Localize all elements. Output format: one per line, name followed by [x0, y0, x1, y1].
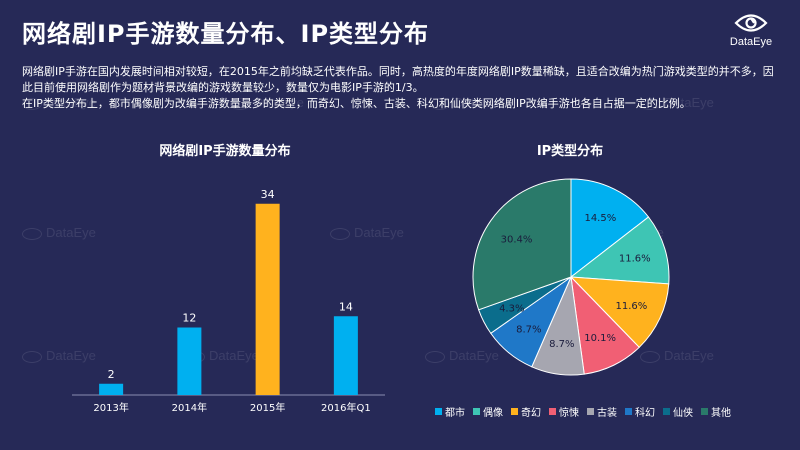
page-title: 网络剧IP手游数量分布、IP类型分布	[22, 20, 430, 48]
bar-value-label: 12	[182, 312, 196, 325]
bar-2	[255, 203, 280, 395]
pie-slice-1	[569, 216, 670, 285]
bar-value-label: 34	[261, 188, 275, 201]
bar-category-label: 2014年	[172, 401, 207, 414]
watermark-eye-icon	[330, 227, 350, 240]
pie-value-label: 14.5%	[584, 213, 616, 224]
bar-value-label: 2	[108, 368, 115, 381]
pie-value-label: 8.7%	[549, 339, 574, 350]
bar-category-label: 2013年	[93, 401, 128, 414]
bar-3	[333, 316, 358, 395]
dataeye-logo: DataEye	[716, 12, 786, 48]
watermark-eye-icon	[22, 227, 42, 240]
legend-item: 科幻	[625, 404, 655, 419]
description-line-1: 网络剧IP手游在国内发展时间相对较短，在2015年之前均缺乏代表作品。同时，高热…	[22, 65, 774, 94]
pie-chart: 14.5% 11.6% 11.6% 10.1% 8.7% 8.7% 4.3% 30.4%	[472, 178, 670, 376]
bar-value-label: 14	[339, 300, 353, 313]
pie-value-label: 30.4%	[501, 235, 533, 246]
bar-0	[99, 383, 124, 395]
watermark: DataEye	[430, 95, 504, 110]
bar-chart: 2 2013年 12 2014年 34 2015年 14 2016年Q1	[72, 188, 385, 414]
bar-chart-title: 网络剧IP手游数量分布	[159, 144, 291, 159]
legend-swatch	[473, 408, 480, 415]
pie-slice-2	[569, 276, 670, 349]
pie-slice-7	[472, 178, 572, 311]
pie-value-label: 11.6%	[619, 254, 651, 265]
pie-value-label: 8.7%	[516, 325, 541, 336]
watermark-eye-icon	[230, 97, 250, 110]
description: 网络剧IP手游在国内发展时间相对较短，在2015年之前均缺乏代表作品。同时，高热…	[22, 64, 782, 112]
legend-item: 仙侠	[663, 404, 693, 419]
watermark-eye-icon	[22, 97, 42, 110]
legend-item: 都市	[435, 404, 465, 419]
legend-label: 惊悚	[559, 408, 579, 419]
watermark-eye-icon	[640, 350, 660, 363]
watermark: DataEye	[640, 348, 714, 363]
pie-value-label: 11.6%	[616, 301, 648, 312]
legend-swatch	[435, 408, 442, 415]
legend-swatch	[663, 408, 670, 415]
logo-text: DataEye	[729, 36, 773, 48]
legend-swatch	[587, 408, 594, 415]
pie-legend: 都市 偶像 奇幻 惊悚 古装 科幻 仙侠 其他	[435, 404, 735, 419]
legend-label: 其他	[711, 408, 731, 419]
legend-label: 科幻	[635, 408, 655, 419]
legend-swatch	[701, 408, 708, 415]
watermark-eye-icon	[640, 97, 660, 110]
legend-swatch	[625, 408, 632, 415]
watermark: DataEye	[425, 348, 499, 363]
legend-swatch	[549, 408, 556, 415]
watermark: DataEye	[330, 225, 404, 240]
legend-label: 古装	[597, 408, 617, 419]
pie-value-label: 10.1%	[584, 333, 616, 344]
legend-item: 古装	[587, 404, 617, 419]
legend-swatch	[511, 408, 518, 415]
legend-label: 都市	[445, 408, 465, 419]
legend-label: 奇幻	[521, 408, 541, 419]
legend-label: 仙侠	[673, 408, 693, 419]
bar-category-label: 2015年	[250, 401, 285, 414]
watermark: DataEye	[22, 95, 96, 110]
watermark: DataEye	[22, 225, 96, 240]
eye-logo-icon	[734, 14, 768, 32]
legend-item: 惊悚	[549, 404, 579, 419]
watermark-eye-icon	[430, 97, 450, 110]
legend-item: 其他	[701, 404, 731, 419]
bar-category-label: 2016年Q1	[321, 401, 371, 414]
description-line-2: 在IP类型分布上，都市偶像剧为改编手游数量最多的类型，而奇幻、惊悚、古装、科幻和…	[22, 97, 691, 110]
watermark-eye-icon	[22, 350, 42, 363]
pie-value-label: 4.3%	[499, 304, 524, 315]
pie-slice-0	[570, 178, 650, 279]
watermark: DataEye	[640, 95, 714, 110]
legend-item: 奇幻	[511, 404, 541, 419]
watermark: DataEye	[22, 348, 96, 363]
watermark-eye-icon	[425, 350, 445, 363]
bar-1	[177, 327, 202, 395]
legend-label: 偶像	[483, 408, 503, 419]
pie-chart-title: IP类型分布	[536, 144, 604, 159]
watermark: DataEye	[230, 95, 304, 110]
legend-item: 偶像	[473, 404, 503, 419]
